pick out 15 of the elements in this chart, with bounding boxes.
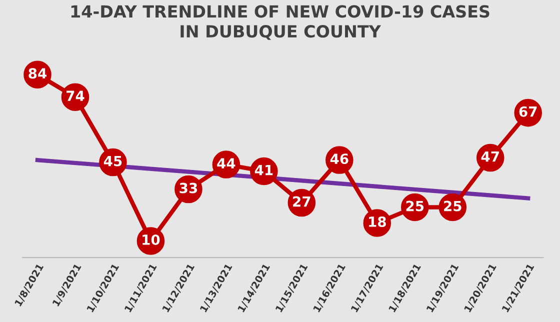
data-label: 27 (293, 196, 310, 207)
data-label: 45 (104, 156, 122, 166)
data-label: 41 (254, 164, 273, 176)
data-label: 10 (142, 234, 160, 245)
data-label: 74 (66, 90, 84, 101)
data-label: 25 (444, 200, 462, 212)
data-label: 33 (180, 182, 198, 194)
data-label: 47 (481, 151, 499, 162)
data-label: 18 (369, 216, 386, 228)
data-label: 46 (330, 154, 348, 164)
data-label: 67 (519, 106, 537, 117)
chart-title: 14-DAY TRENDLINE OF NEW COVID-19 CASES IN DUBUQUE COUNTY (71, 5, 490, 40)
data-label: 84 (28, 68, 47, 79)
data-label: 44 (217, 158, 236, 168)
data-label: 25 (406, 200, 424, 212)
